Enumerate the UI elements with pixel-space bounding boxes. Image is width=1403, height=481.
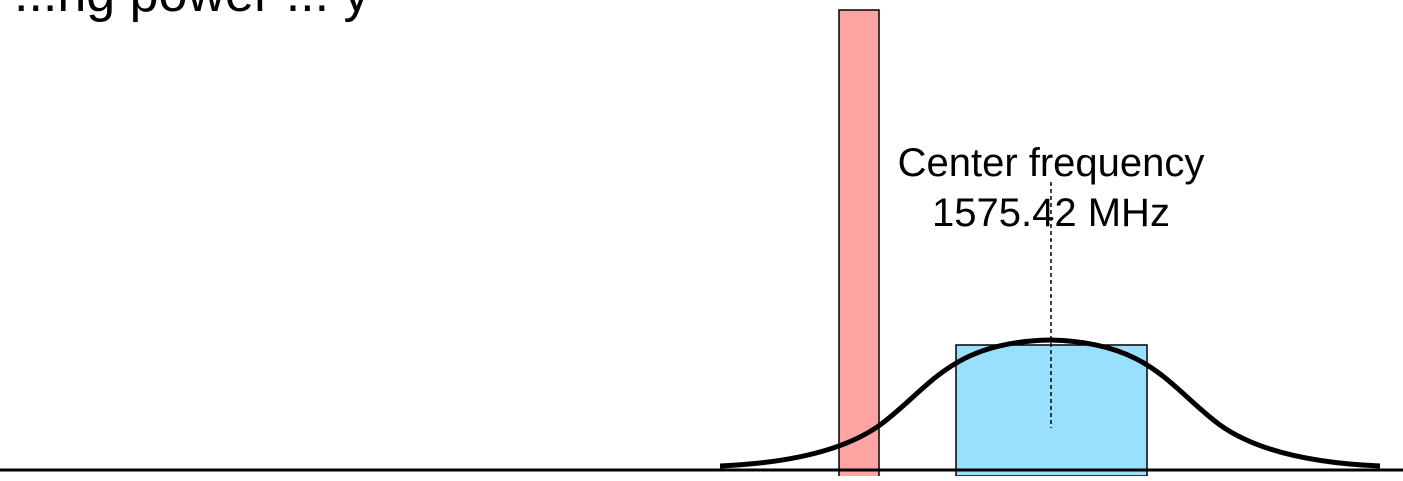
signal-spectrum-curve bbox=[719, 337, 1381, 469]
slide-title-fragment: ...ng power ... y bbox=[14, 0, 370, 24]
interferer-bar bbox=[838, 9, 880, 481]
center-frequency-label: Center frequency bbox=[897, 141, 1205, 185]
center-frequency-value: 1575.42 MHz bbox=[932, 191, 1170, 235]
